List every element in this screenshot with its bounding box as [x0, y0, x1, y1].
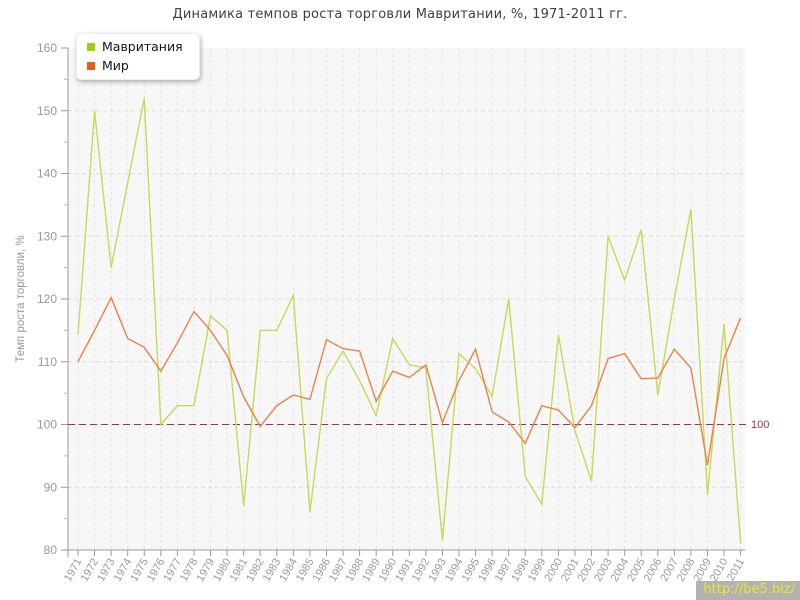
y-tick-label: 90 [44, 480, 58, 494]
y-tick-label: 120 [37, 292, 57, 306]
series-line-world[interactable] [77, 296, 742, 466]
x-tick-label: 2010 [708, 557, 731, 584]
legend-swatch-mauritania-icon [87, 43, 95, 52]
legend-swatch-world-icon [87, 61, 95, 70]
y-tick-label: 110 [38, 355, 57, 369]
legend-item-mauritania[interactable]: Мавритания [87, 39, 183, 54]
x-tick-label: 2011 [725, 557, 747, 583]
legend-label-mauritania: Мавритания [102, 39, 183, 54]
y-tick-label: 150 [37, 104, 57, 118]
chart-title: Динамика темпов роста торговли Мавритани… [172, 7, 628, 22]
y-axis-title: Темп роста торговли, % [15, 235, 27, 362]
y-tick-label: 130 [37, 229, 57, 243]
watermark-link[interactable]: http://be5.biz/ [696, 581, 800, 600]
legend-label-world: Мир [102, 57, 129, 73]
y-tick-label: 160 [37, 41, 57, 55]
x-axis-ticks: 1971197219731974197519761977197819791980… [62, 550, 747, 584]
legend-item-world[interactable]: Мир [87, 57, 183, 73]
series-line-mauritania[interactable] [77, 98, 742, 544]
legend: Мавритания Мир [76, 33, 200, 80]
y-gridlines [68, 110, 745, 488]
y-tick-label: 80 [44, 543, 58, 557]
axes [67, 48, 745, 557]
y-tick-label: 100 [37, 418, 57, 432]
threshold-label: 100 [751, 419, 769, 431]
y-tick-label: 140 [37, 167, 57, 181]
y-axis-ticks: 160 150 140 130 120 110 100 90 80 [37, 41, 68, 557]
